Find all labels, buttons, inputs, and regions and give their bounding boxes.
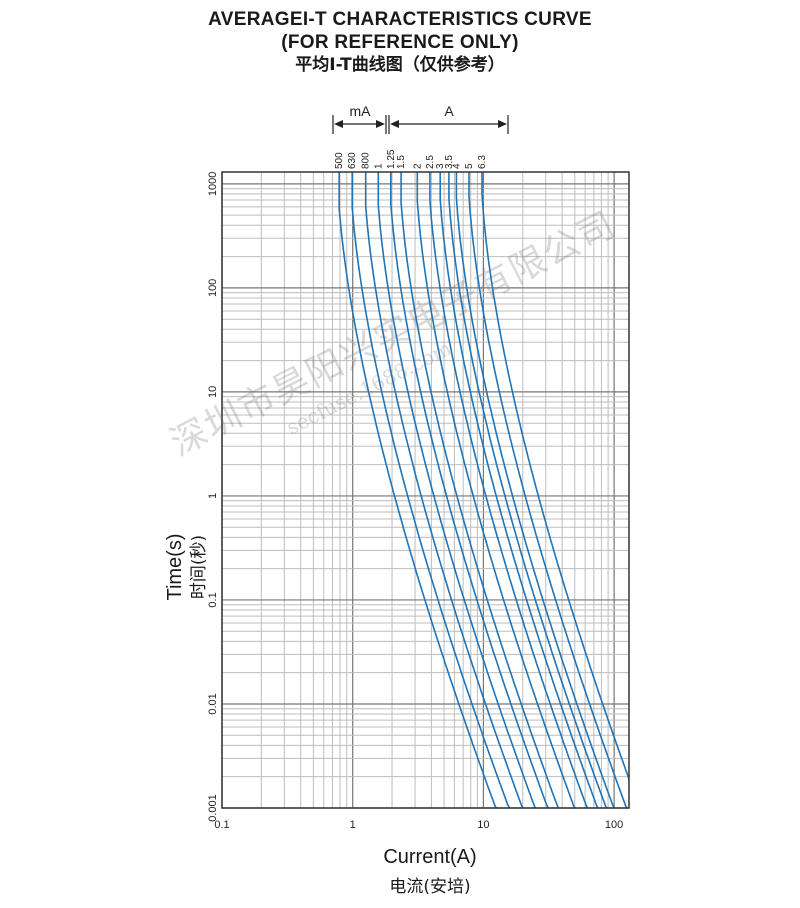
x-tick-labels: 0.1 1 10 100 [214, 819, 623, 831]
y-axis-label: Time(s) 时间(秒) [164, 533, 209, 600]
ma-unit-label: mA [350, 103, 372, 119]
curve-label: 500 [334, 152, 345, 169]
x-tick-label: 1 [350, 819, 356, 831]
curve-630 [351, 172, 511, 809]
x-tick-label: 100 [605, 819, 623, 831]
curve-label: 4 [451, 163, 462, 169]
curve-800 [364, 172, 524, 809]
curve-series [338, 172, 630, 809]
y-axis-label-en: Time(s) [164, 533, 186, 600]
curve-label: 2 [412, 163, 423, 169]
ma-arrow-right-icon [376, 120, 385, 128]
curve-4 [455, 172, 615, 809]
chart-title: AVERAGEI-T CHARACTERISTICS CURVE [208, 9, 592, 30]
y-tick-label: 0.01 [207, 693, 219, 714]
curve-label: 800 [361, 152, 372, 169]
curve-500 [338, 172, 498, 809]
chart-title-cn: 平均I-T曲线图（仅供参考） [295, 55, 505, 75]
curve-rating-labels: 500 630 800 1 1.25 1.5 2 2.5 33.54 5 6.3 [334, 149, 488, 169]
curve-3 [439, 172, 599, 809]
curve-1 [377, 172, 536, 809]
y-tick-label: 0.1 [207, 592, 219, 607]
curve-label: 1 [373, 163, 384, 169]
plot-frame [221, 171, 630, 809]
y-tick-label: 1000 [207, 172, 219, 196]
x-tick-label: 10 [477, 819, 489, 831]
curve-label: 6.3 [477, 155, 488, 169]
curve-label: 3 [435, 163, 446, 169]
curve-5 [468, 172, 628, 809]
y-tick-label: 10 [207, 386, 219, 398]
curve-1-5 [400, 172, 560, 809]
curve-2 [416, 172, 577, 809]
curve-label: 5 [464, 163, 475, 169]
y-tick-labels: 0.001 0.01 0.1 1 10 100 1000 [207, 172, 219, 822]
curve-label: 3.5 [444, 155, 455, 169]
curve-label: 630 [347, 152, 358, 169]
ma-arrow-left-icon [334, 120, 343, 128]
y-axis-label-cn: 时间(秒) [189, 535, 209, 599]
y-tick-label: 100 [207, 279, 219, 297]
x-tick-label: 0.1 [214, 819, 229, 831]
x-axis-label-cn: 电流(安培) [389, 877, 471, 897]
curve-label: 2.5 [425, 155, 436, 169]
curve-3-5 [448, 172, 608, 809]
x-axis-label-en: Current(A) [383, 846, 477, 868]
chart-subtitle: (FOR REFERENCE ONLY) [281, 32, 519, 53]
curve-1-25 [390, 172, 550, 809]
y-tick-label: 1 [207, 493, 219, 499]
a-unit-label: A [444, 103, 454, 119]
title-block: AVERAGEI-T CHARACTERISTICS CURVE (FOR RE… [0, 8, 800, 76]
curve-2-5 [429, 172, 589, 809]
curve-6-3 [481, 172, 630, 780]
a-arrow-left-icon [390, 120, 399, 128]
grid-lines [221, 172, 629, 809]
curve-label: 1.25 [386, 149, 397, 169]
unit-indicator: mA A [332, 103, 509, 134]
a-arrow-right-icon [498, 120, 507, 128]
curve-label: 1.5 [396, 155, 407, 169]
y-tick-label: 0.001 [207, 794, 219, 822]
